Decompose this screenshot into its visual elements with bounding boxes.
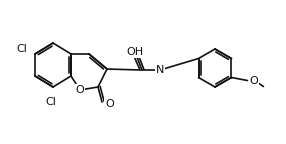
Text: OH: OH bbox=[126, 47, 144, 57]
Text: O: O bbox=[76, 85, 84, 95]
Text: Cl: Cl bbox=[16, 44, 27, 54]
Text: O: O bbox=[249, 75, 258, 86]
Text: N: N bbox=[156, 65, 164, 75]
Text: O: O bbox=[105, 99, 114, 109]
Text: Cl: Cl bbox=[45, 97, 56, 107]
